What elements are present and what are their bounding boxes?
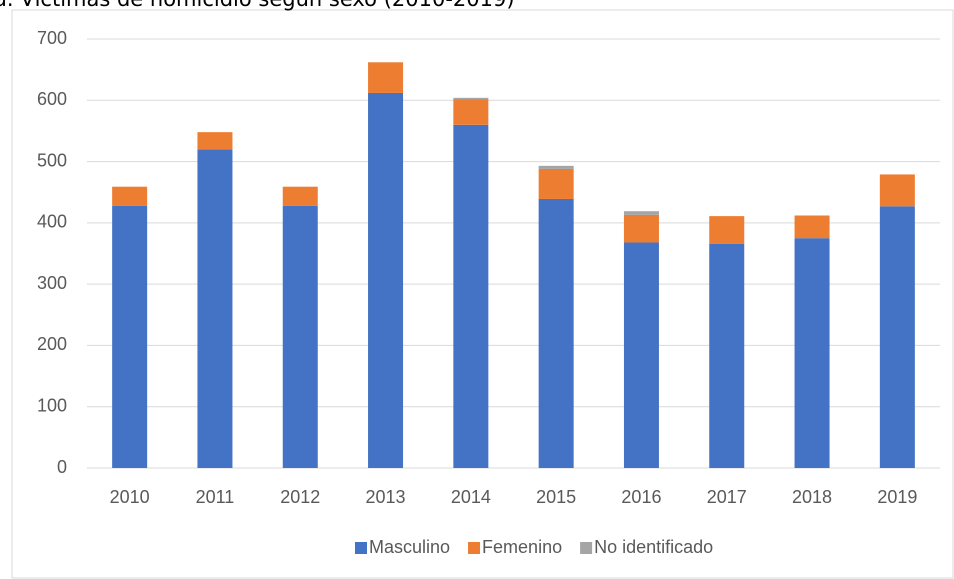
- x-tick-label: 2017: [707, 487, 747, 507]
- bar-segment: [794, 238, 830, 468]
- x-tick-label: 2012: [280, 487, 320, 507]
- bar-segment: [112, 186, 148, 206]
- x-tick-label: 2010: [110, 487, 150, 507]
- legend-swatch: [580, 542, 593, 554]
- bar-segment: [368, 62, 404, 93]
- bar-segment: [623, 211, 659, 215]
- y-tick-label: 500: [37, 150, 67, 170]
- bar-segment: [282, 186, 318, 206]
- x-tick-label: 2018: [792, 487, 832, 507]
- legend-label: Femenino: [482, 537, 562, 557]
- x-tick-label: 2013: [366, 487, 406, 507]
- y-tick-label: 700: [37, 28, 67, 48]
- x-tick-label: 2019: [877, 487, 917, 507]
- legend-label: Masculino: [369, 537, 450, 557]
- bar-segment: [879, 174, 915, 207]
- chart-frame: [11, 9, 954, 579]
- legend-swatch: [468, 542, 481, 554]
- bar-segment: [709, 243, 745, 468]
- bar-segment: [538, 198, 574, 468]
- bar-segment: [368, 92, 404, 468]
- bar-segment: [879, 206, 915, 468]
- x-tick-label: 2014: [451, 487, 491, 507]
- bar-segment: [197, 132, 233, 150]
- chart-title: a. Víctimas de homicidio según sexo (201…: [0, 0, 515, 11]
- bar-segment: [623, 214, 659, 243]
- bar-segment: [709, 216, 745, 244]
- bar-segment: [453, 99, 489, 125]
- y-tick-label: 200: [37, 334, 67, 354]
- bar-segment: [112, 205, 148, 468]
- y-tick-label: 0: [57, 457, 67, 477]
- bar-segment: [794, 215, 830, 239]
- x-tick-label: 2015: [536, 487, 576, 507]
- bar-segment: [538, 168, 574, 199]
- bar-segment: [623, 242, 659, 468]
- y-tick-label: 400: [37, 212, 67, 232]
- bar-segment: [538, 165, 574, 169]
- legend-label: No identificado: [594, 537, 713, 557]
- y-tick-label: 300: [37, 273, 67, 293]
- bar-segment: [282, 205, 318, 468]
- y-tick-label: 600: [37, 89, 67, 109]
- x-tick-label: 2011: [196, 487, 235, 507]
- x-tick-label: 2016: [621, 487, 661, 507]
- y-tick-label: 100: [37, 395, 67, 415]
- bar-segment: [197, 149, 233, 469]
- bar-segment: [453, 97, 489, 100]
- legend-swatch: [355, 542, 367, 554]
- bar-segment: [453, 124, 489, 469]
